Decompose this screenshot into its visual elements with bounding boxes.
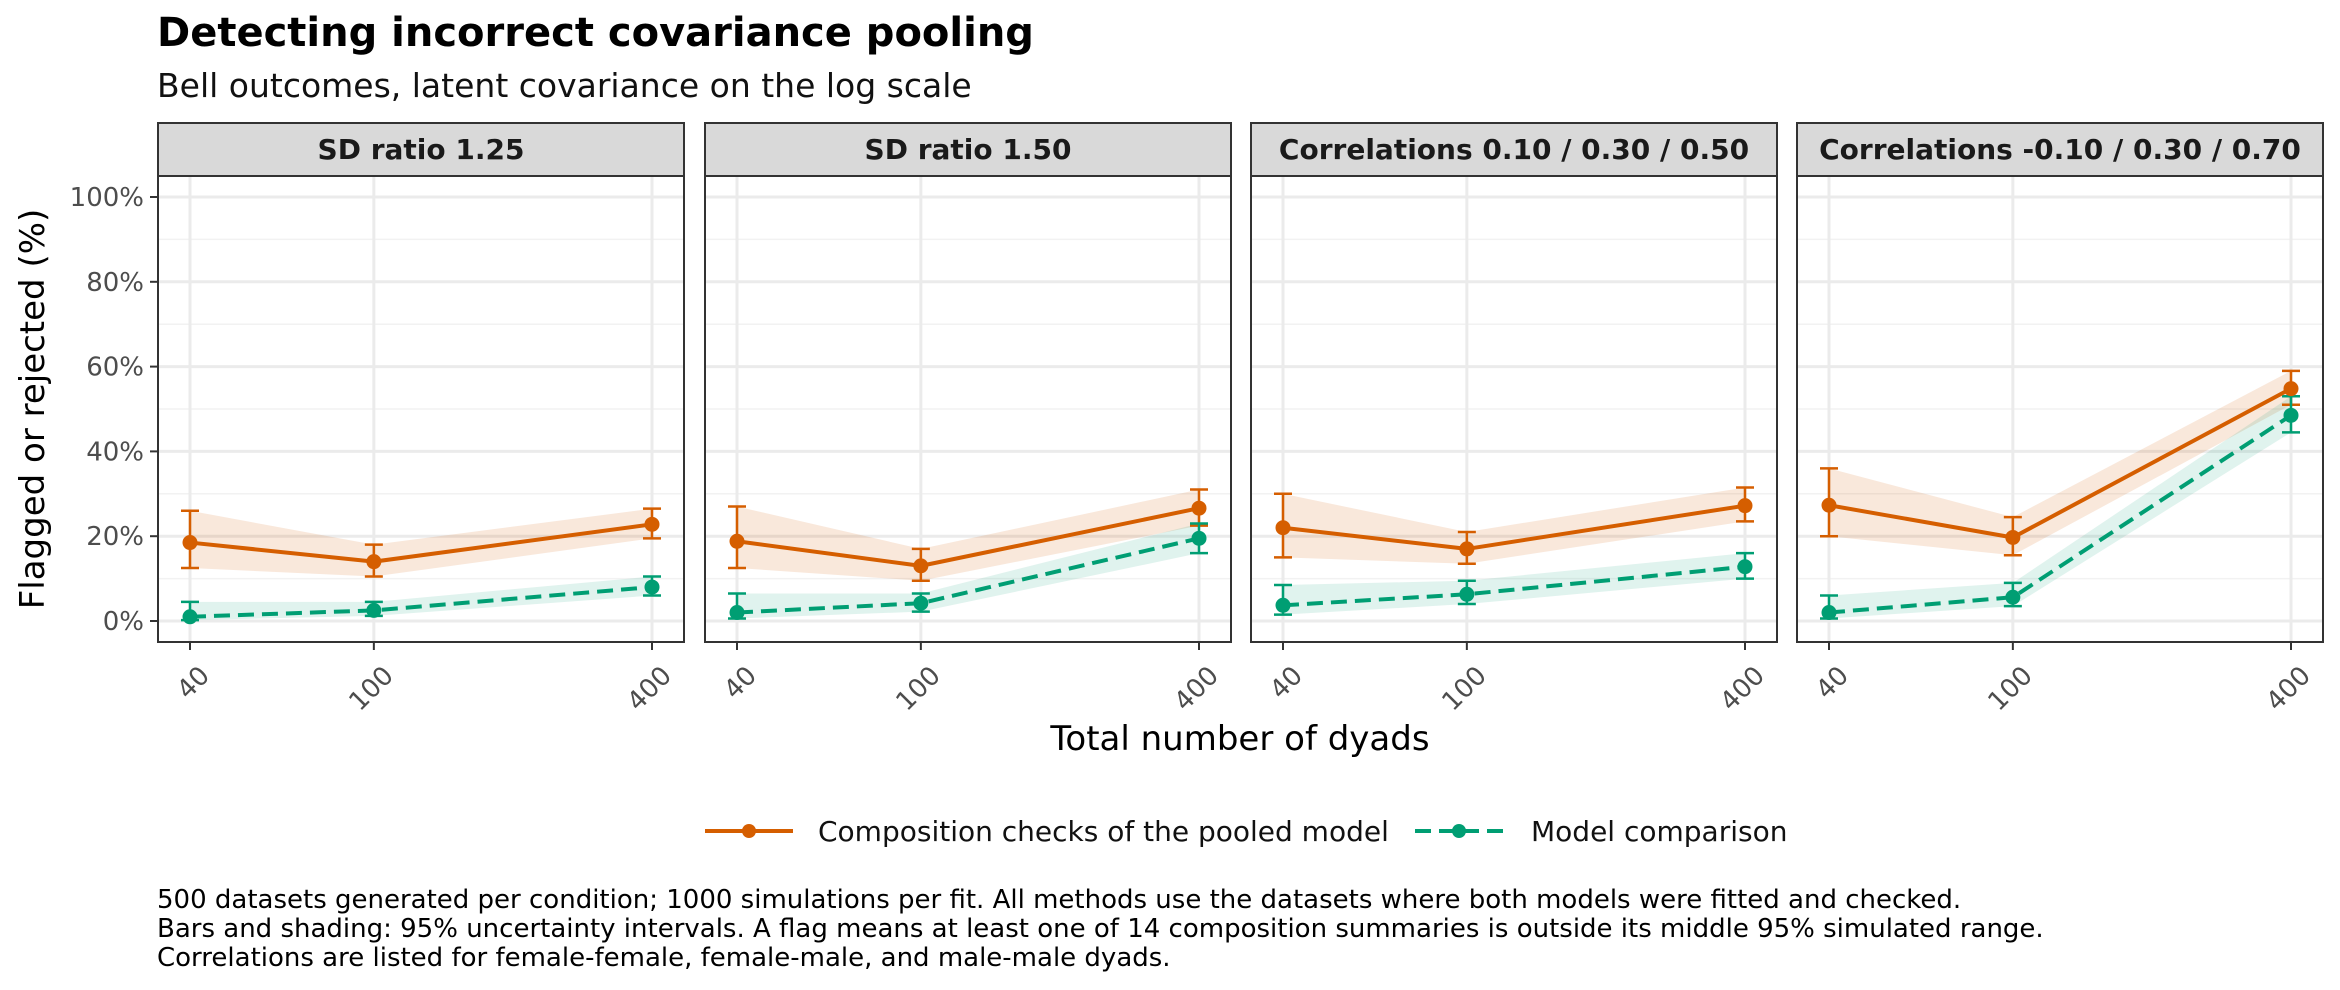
series-line-comparison — [1828, 413, 2293, 615]
facet-strip — [1796, 122, 2324, 177]
y-tick-label: 100% — [70, 183, 144, 213]
y-tick-label: 20% — [86, 522, 144, 552]
legend-item-composition: Composition checks of the pooled model — [705, 815, 1389, 848]
series-line-comparison — [736, 536, 1200, 615]
ribbon-comparison — [1283, 553, 1745, 615]
facet-strip-label: Correlations -0.10 / 0.30 / 0.70 — [1819, 133, 2301, 166]
legend-key-composition-point — [742, 824, 756, 838]
data-point-composition — [182, 535, 198, 551]
x-tick-label: 400 — [622, 661, 678, 717]
data-point-comparison — [1459, 586, 1475, 602]
chart-subtitle: Bell outcomes, latent covariance on the … — [157, 66, 972, 105]
y-axis: 0% 20% 40% 60% 80% 100% — [70, 183, 158, 637]
facet-strip — [704, 122, 1232, 177]
ribbon-composition — [1283, 487, 1745, 564]
y-tick-label: 0% — [103, 607, 144, 637]
x-axis-title: Total number of dyads — [1049, 719, 1429, 759]
data-point-composition — [729, 533, 745, 549]
legend-label-composition: Composition checks of the pooled model — [818, 815, 1389, 848]
caption-line-2: Bars and shading: 95% uncertainty interv… — [157, 914, 2044, 944]
y-tick-label: 40% — [86, 437, 144, 467]
data-point-comparison — [366, 602, 382, 618]
y-tick-label: 60% — [86, 353, 144, 383]
legend: Composition checks of the pooled model M… — [705, 815, 1787, 848]
data-point-composition — [366, 554, 382, 570]
data-point-comparison — [729, 605, 745, 621]
x-tick-label: 100 — [343, 661, 399, 717]
x-tick-label: 40 — [1810, 661, 1855, 706]
facet-panel: SD ratio 1.50 40 100 400 — [704, 122, 1232, 717]
series-line-comparison — [1282, 564, 1746, 608]
data-point-comparison — [913, 595, 929, 611]
facet-panel: Correlations 0.10 / 0.30 / 0.50 40 100 400 — [1250, 122, 1778, 717]
caption-line-3: Correlations are listed for female-femal… — [157, 943, 1171, 973]
data-point-composition — [1275, 520, 1291, 536]
data-point-composition — [913, 558, 929, 574]
data-point-comparison — [1821, 605, 1837, 621]
caption: 500 datasets generated per condition; 10… — [157, 885, 2044, 973]
ribbon-comparison — [737, 523, 1199, 619]
data-point-comparison — [1275, 597, 1291, 613]
ribbon-comparison — [190, 576, 652, 621]
ribbon-composition — [190, 508, 652, 577]
data-point-composition — [1191, 500, 1207, 516]
data-point-composition — [1821, 497, 1837, 513]
data-point-composition — [1737, 498, 1753, 514]
data-point-comparison — [2283, 407, 2299, 423]
x-tick-label: 400 — [1715, 661, 1771, 717]
legend-key-comparison-point — [1452, 824, 1466, 838]
data-point-comparison — [1737, 559, 1753, 575]
caption-line-1: 500 datasets generated per condition; 10… — [157, 885, 1961, 915]
data-point-comparison — [182, 609, 198, 625]
ribbon-composition — [1829, 370, 2291, 556]
chart-title: Detecting incorrect covariance pooling — [157, 10, 1034, 56]
y-tick-label: 80% — [86, 268, 144, 298]
y-axis-title: Flagged or rejected (%) — [13, 209, 53, 610]
facet-panel: Correlations -0.10 / 0.30 / 0.70 40 100 400 — [1796, 122, 2324, 717]
facet-panels: SD ratio 1.25 40 100 400 SD ratio 1.50 40 100 4… — [157, 122, 2324, 717]
data-point-comparison — [2005, 589, 2021, 605]
facet-strip — [1250, 122, 1778, 177]
data-point-comparison — [644, 579, 660, 595]
ribbon-comparison — [1829, 396, 2291, 619]
facet-strip-label: Correlations 0.10 / 0.30 / 0.50 — [1279, 133, 1749, 166]
data-point-composition — [644, 516, 660, 532]
facet-panel: SD ratio 1.25 40 100 400 — [157, 122, 685, 717]
facet-strip — [157, 122, 685, 177]
data-point-composition — [2283, 381, 2299, 397]
data-point-composition — [2005, 529, 2021, 545]
facet-strip-label: SD ratio 1.25 — [318, 133, 525, 166]
x-tick-label: 40 — [171, 661, 216, 706]
x-tick-label: 100 — [1436, 661, 1492, 717]
x-tick-label: 100 — [890, 661, 946, 717]
x-tick-label: 100 — [1982, 661, 2038, 717]
legend-item-comparison: Model comparison — [1415, 815, 1787, 848]
data-point-composition — [1459, 541, 1475, 557]
x-tick-label: 40 — [1264, 661, 1309, 706]
x-tick-label: 400 — [2261, 661, 2317, 717]
facet-strip-label: SD ratio 1.50 — [865, 133, 1072, 166]
x-tick-label: 400 — [1169, 661, 1225, 717]
x-tick-label: 40 — [718, 661, 763, 706]
data-point-comparison — [1191, 530, 1207, 546]
legend-label-comparison: Model comparison — [1531, 815, 1787, 848]
